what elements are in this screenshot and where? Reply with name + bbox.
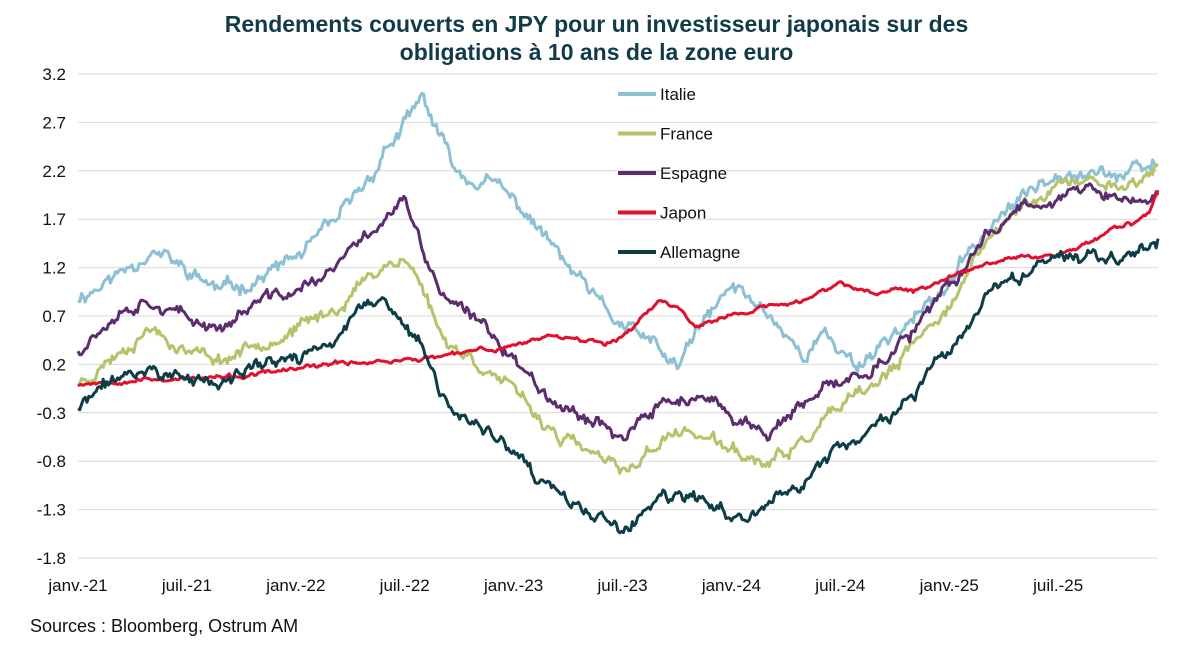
y-tick-label: 0.7	[42, 307, 66, 326]
y-tick-label: 2.7	[42, 113, 66, 132]
x-tick-label: juil.-24	[814, 576, 865, 595]
gridlines	[78, 73, 1158, 559]
y-axis-ticks: 3.2 2.7 2.2 1.7 1.2 0.7 0.2 -0.3 -0.8 -1.3 -1.8	[37, 65, 66, 568]
y-tick-label: 1.2	[42, 259, 66, 278]
legend-label-allemagne: Allemagne	[660, 243, 740, 262]
x-tick-label: juil.-21	[161, 576, 212, 595]
chart-title-line-2: obligations à 10 ans de la zone euro	[399, 39, 794, 65]
x-axis-ticks: janv.-21 juil.-21 janv.-22 juil.-22 janv.-23…	[47, 576, 1083, 595]
legend-label-japon: Japon	[660, 204, 706, 223]
series-line-france	[76, 163, 1159, 475]
legend-label-france: France	[660, 125, 713, 144]
legend-label-espagne: Espagne	[660, 164, 727, 183]
series-line-allemagne	[77, 238, 1160, 535]
x-tick-label: janv.-25	[919, 576, 979, 595]
x-tick-label: janv.-22	[265, 576, 325, 595]
x-tick-label: juil.-22	[379, 576, 430, 595]
y-tick-label: 2.2	[42, 162, 66, 181]
series-line-japon	[77, 189, 1160, 387]
series-lines	[76, 92, 1160, 535]
chart-title: Rendements couverts en JPY pour un inves…	[0, 10, 1193, 66]
x-tick-label: janv.-21	[47, 576, 107, 595]
legend-label-italie: Italie	[660, 85, 696, 104]
y-tick-label: -0.8	[37, 452, 66, 471]
y-tick-label: 1.7	[42, 210, 66, 229]
chart-title-line-1: Rendements couverts en JPY pour un inves…	[224, 11, 969, 37]
legend: Italie France Espagne Japon Allemagne	[618, 85, 740, 262]
x-tick-label: janv.-23	[483, 576, 543, 595]
x-tick-label: janv.-24	[701, 576, 761, 595]
x-tick-label: juil.-25	[1032, 576, 1083, 595]
y-tick-label: -1.3	[37, 501, 66, 520]
y-tick-label: -1.8	[37, 549, 66, 568]
series-line-espagne	[76, 182, 1160, 442]
y-tick-label: 0.2	[42, 355, 66, 374]
y-tick-label: -0.3	[37, 404, 66, 423]
y-tick-label: 3.2	[42, 65, 66, 84]
source-note: Sources : Bloomberg, Ostrum AM	[30, 616, 299, 636]
x-tick-label: juil.-23	[596, 576, 647, 595]
